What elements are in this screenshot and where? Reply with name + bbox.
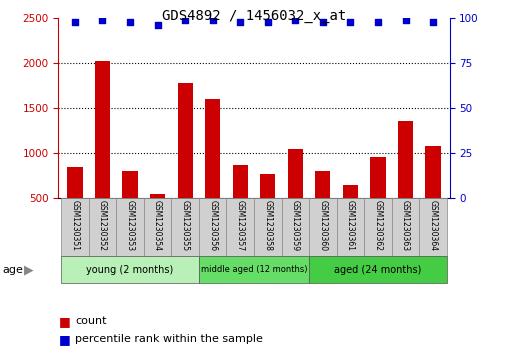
Text: GSM1230362: GSM1230362: [373, 200, 383, 250]
Bar: [315, 171, 330, 243]
Point: [99, 17, 107, 23]
Text: GSM1230353: GSM1230353: [125, 200, 135, 251]
Bar: [61, 198, 89, 256]
Text: percentile rank within the sample: percentile rank within the sample: [75, 334, 263, 344]
Text: ■: ■: [58, 333, 70, 346]
Text: GSM1230357: GSM1230357: [236, 200, 245, 251]
Point: [153, 23, 162, 28]
Bar: [171, 198, 199, 256]
Text: ■: ■: [58, 315, 70, 328]
Text: ▶: ▶: [24, 263, 34, 276]
Text: GSM1230351: GSM1230351: [71, 200, 79, 250]
Text: count: count: [75, 316, 107, 326]
Bar: [309, 256, 447, 283]
Bar: [199, 256, 309, 283]
Bar: [337, 198, 364, 256]
Point: [181, 17, 189, 23]
Text: young (2 months): young (2 months): [86, 265, 174, 274]
Bar: [281, 198, 309, 256]
Point: [209, 17, 217, 23]
Point: [236, 19, 244, 25]
Bar: [288, 149, 303, 243]
Point: [126, 19, 134, 25]
Bar: [364, 198, 392, 256]
Text: GSM1230364: GSM1230364: [429, 200, 437, 251]
Text: GSM1230360: GSM1230360: [319, 200, 327, 251]
Text: GDS4892 / 1456032_x_at: GDS4892 / 1456032_x_at: [162, 9, 346, 23]
Bar: [260, 174, 275, 243]
Text: GSM1230355: GSM1230355: [181, 200, 189, 251]
Bar: [205, 99, 220, 243]
Bar: [178, 83, 193, 243]
Text: GSM1230352: GSM1230352: [98, 200, 107, 250]
Bar: [61, 256, 199, 283]
Bar: [122, 171, 138, 243]
Text: GSM1230356: GSM1230356: [208, 200, 217, 251]
Bar: [95, 61, 110, 243]
Point: [401, 17, 409, 23]
Text: age: age: [3, 265, 23, 274]
Point: [429, 19, 437, 25]
Bar: [309, 198, 337, 256]
Bar: [116, 198, 144, 256]
Point: [71, 19, 79, 25]
Point: [264, 19, 272, 25]
Text: aged (24 months): aged (24 months): [334, 265, 422, 274]
Bar: [419, 198, 447, 256]
Bar: [398, 121, 413, 243]
Text: GSM1230358: GSM1230358: [263, 200, 272, 250]
Bar: [343, 185, 358, 243]
Text: GSM1230363: GSM1230363: [401, 200, 410, 251]
Bar: [150, 194, 165, 243]
Bar: [68, 167, 82, 243]
Bar: [144, 198, 171, 256]
Text: middle aged (12 months): middle aged (12 months): [201, 265, 307, 274]
Point: [319, 19, 327, 25]
Text: GSM1230361: GSM1230361: [346, 200, 355, 250]
Point: [374, 19, 382, 25]
Bar: [370, 156, 386, 243]
Point: [346, 19, 355, 25]
Bar: [199, 198, 227, 256]
Text: GSM1230359: GSM1230359: [291, 200, 300, 251]
Bar: [227, 198, 254, 256]
Bar: [89, 198, 116, 256]
Point: [291, 17, 299, 23]
Bar: [233, 166, 248, 243]
Bar: [392, 198, 419, 256]
Text: GSM1230354: GSM1230354: [153, 200, 162, 251]
Bar: [426, 146, 440, 243]
Bar: [254, 198, 281, 256]
